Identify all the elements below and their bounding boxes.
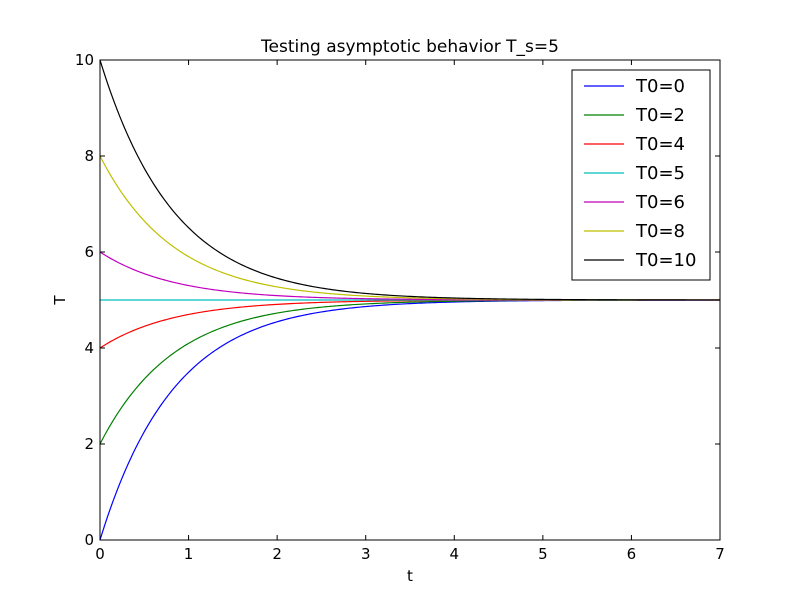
legend-label-1: T0=2 [635,105,685,126]
x-tick-label-0: 0 [95,545,105,563]
series-layer [99,59,721,541]
x-tick-label-2: 2 [272,545,282,563]
y-axis-label: T [51,295,69,306]
x-tick-label-6: 6 [627,545,637,563]
y-tick-label-4: 8 [84,147,94,165]
y-tick-label-1: 2 [84,435,94,453]
series-line-6 [99,59,721,301]
x-axis-label: t [407,567,413,585]
legend-label-4: T0=6 [635,192,685,213]
plot-frame [99,59,721,541]
chart-title: Testing asymptotic behavior T_s=5 [260,37,559,57]
x-tick-label-1: 1 [184,545,194,563]
x-tick-label-3: 3 [361,545,371,563]
series-line-1 [99,299,720,445]
tick-layer: 0 1 2 3 4 5 6 7 0 2 4 6 8 10 [75,51,725,563]
x-tick-label-7: 7 [715,545,725,563]
legend-label-5: T0=8 [635,221,685,242]
y-tick-label-3: 6 [84,243,94,261]
legend-label-6: T0=10 [635,250,696,271]
x-tick-label-4: 4 [450,545,460,563]
series-line-0 [99,299,721,541]
y-tick-label-2: 4 [84,339,94,357]
legend-label-0: T0=0 [635,76,685,97]
legend-label-3: T0=5 [635,163,685,184]
y-tick-label-0: 0 [84,531,94,549]
legend: T0=0 T0=2 T0=4 T0=5 T0=6 T0=8 T0=10 [571,69,711,281]
legend-frame [571,69,711,281]
x-tick-label-5: 5 [538,545,548,563]
legend-label-2: T0=4 [635,134,685,155]
y-tick-label-5: 10 [75,51,94,69]
